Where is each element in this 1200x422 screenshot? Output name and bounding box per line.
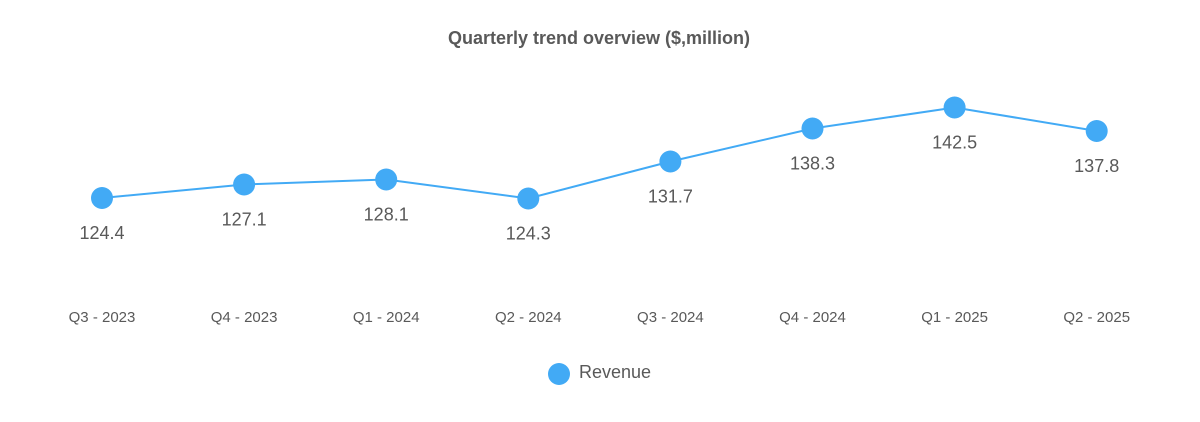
x-tick-label: Q4 - 2024: [779, 309, 846, 326]
data-label: 138.3: [790, 154, 835, 174]
data-point: [517, 187, 540, 210]
x-tick-label: Q1 - 2025: [921, 309, 988, 326]
data-point: [801, 117, 824, 140]
data-point: [659, 150, 682, 173]
legend-marker-revenue: [548, 363, 570, 385]
series-line-revenue: [101, 106, 1097, 200]
data-point: [943, 96, 966, 119]
x-tick-label: Q2 - 2025: [1063, 309, 1130, 326]
x-tick-label: Q3 - 2023: [69, 309, 136, 326]
data-label: 131.7: [648, 187, 693, 207]
data-point: [375, 168, 398, 191]
x-axis: Q3 - 2023 Q4 - 2023 Q1 - 2024 Q2 - 2024 Q3 -…: [69, 309, 1130, 326]
x-tick-label: Q4 - 2023: [211, 309, 278, 326]
data-label: 137.8: [1074, 156, 1119, 176]
x-tick-label: Q2 - 2024: [495, 309, 562, 326]
legend: Revenue: [548, 362, 651, 385]
data-point: [91, 187, 113, 209]
data-point: [233, 173, 256, 196]
data-label: 128.1: [364, 205, 409, 225]
x-tick-label: Q1 - 2024: [353, 309, 420, 326]
data-label: 142.5: [932, 133, 977, 153]
data-label: 124.4: [79, 223, 124, 243]
data-point: [1085, 120, 1108, 142]
data-label: 124.3: [506, 224, 551, 244]
data-label: 127.1: [222, 210, 267, 230]
plot-area: 124.4 127.1 128.1 124.3 131.7 138.3 142.5 137.8: [79, 96, 1119, 244]
legend-label-revenue: Revenue: [579, 362, 651, 382]
chart-title: Quarterly trend overview ($,million): [448, 28, 750, 48]
x-tick-label: Q3 - 2024: [637, 309, 704, 326]
